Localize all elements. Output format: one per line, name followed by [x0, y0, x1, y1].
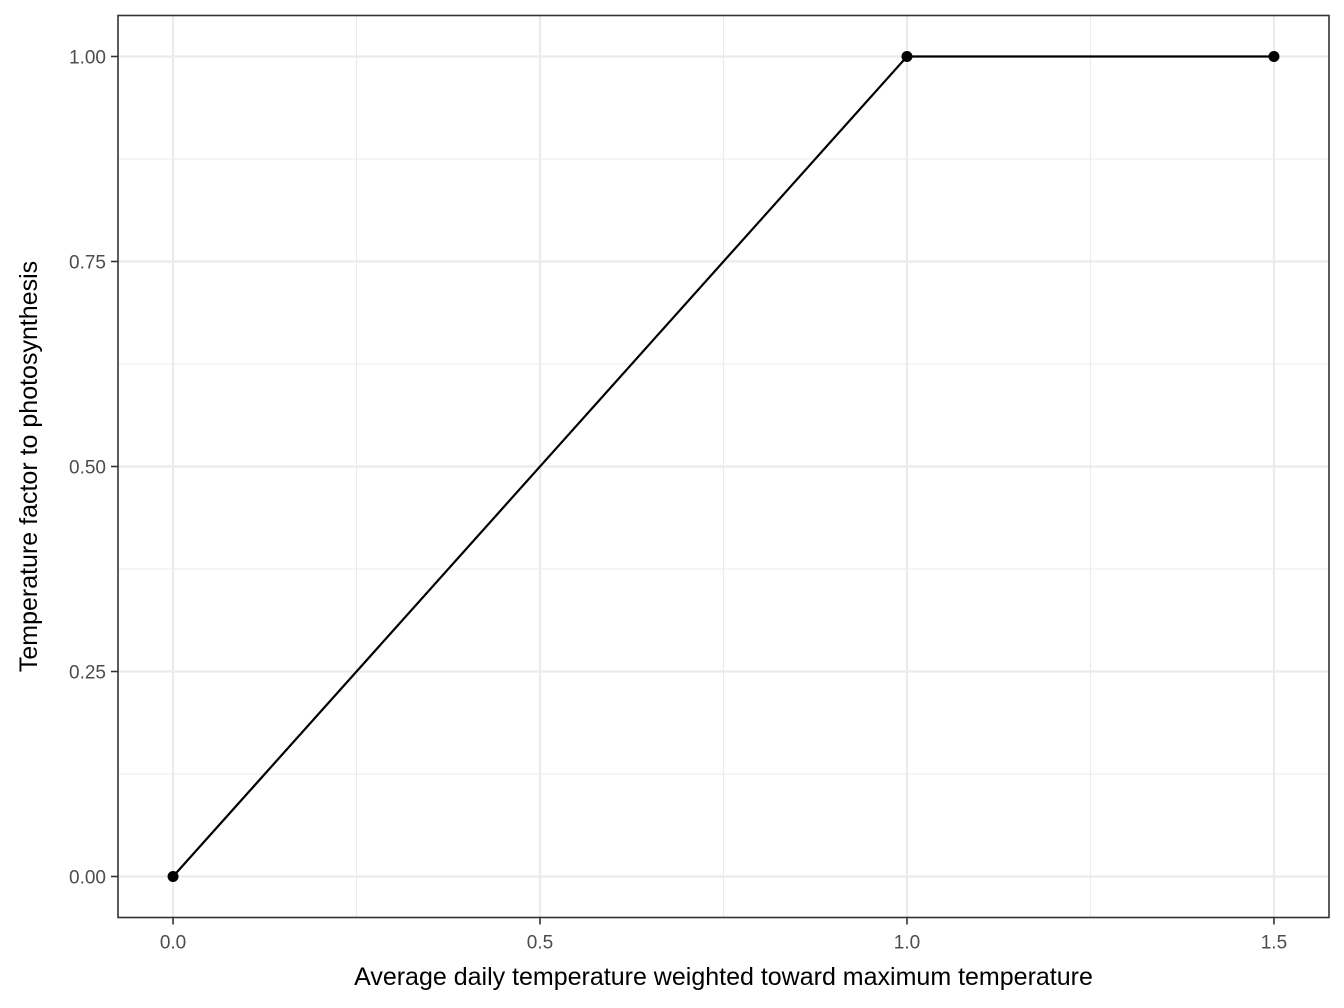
- data-point: [1268, 51, 1280, 62]
- x-axis: 0.0 0.5 1.0 1.5: [160, 917, 1287, 954]
- series-layer: [167, 51, 1280, 882]
- data-point: [901, 51, 913, 62]
- y-tick-label: 0.25: [69, 663, 106, 684]
- x-axis-title: Average daily temperature weighted towar…: [354, 963, 1093, 991]
- y-axis: 0.00 0.25 0.50 0.75 1.00: [69, 48, 118, 889]
- y-tick-label: 1.00: [69, 48, 106, 69]
- minor-gridlines: [118, 15, 1329, 918]
- y-tick-label: 0.00: [69, 868, 106, 889]
- x-tick-label: 0.5: [527, 933, 553, 954]
- y-tick-label: 0.75: [69, 253, 106, 274]
- y-tick-label: 0.50: [69, 458, 106, 479]
- y-axis-title: Temperature factor to photosynthesis: [15, 261, 43, 672]
- x-tick-label: 1.0: [894, 933, 920, 954]
- x-tick-label: 0.0: [160, 933, 186, 954]
- major-gridlines: [118, 15, 1329, 918]
- data-point: [167, 871, 179, 882]
- x-tick-label: 1.5: [1261, 933, 1287, 954]
